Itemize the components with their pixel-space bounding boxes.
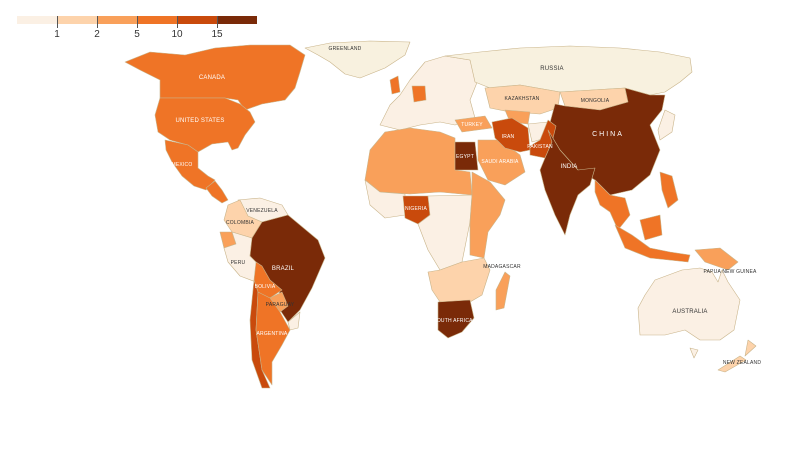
country-india[interactable] bbox=[539, 129, 596, 236]
label-china: CHINA bbox=[592, 131, 624, 138]
legend-tick-label: 10 bbox=[171, 29, 183, 40]
label-brazil: BRAZIL bbox=[272, 266, 295, 272]
legend-swatch bbox=[57, 16, 97, 24]
label-canada: CANADA bbox=[199, 75, 225, 81]
country-japan[interactable] bbox=[657, 109, 676, 141]
country-turkey[interactable] bbox=[454, 115, 493, 133]
label-russia: RUSSIA bbox=[540, 66, 564, 72]
country-central-america[interactable] bbox=[205, 180, 229, 204]
label-mexico: MEXICO bbox=[172, 162, 193, 168]
region-southern-africa[interactable] bbox=[427, 257, 491, 303]
label-egypt: EGYPT bbox=[456, 154, 474, 160]
country-south-africa[interactable] bbox=[437, 299, 475, 339]
country-kazakhstan[interactable] bbox=[484, 84, 561, 115]
country-greenland[interactable] bbox=[304, 40, 411, 79]
legend-tick bbox=[177, 16, 178, 28]
label-venezuela: VENEZUELA bbox=[246, 208, 278, 214]
label-argentina: ARGENTINA bbox=[257, 331, 288, 337]
label-australia: AUSTRALIA bbox=[672, 309, 707, 315]
label-south-africa: SOUTH AFRICA bbox=[433, 318, 473, 324]
label-new-zealand: NEW ZEALAND bbox=[723, 360, 762, 366]
country-egypt[interactable] bbox=[454, 141, 479, 171]
country-new-zealand[interactable] bbox=[717, 339, 757, 373]
legend-tick-label: 5 bbox=[134, 29, 140, 40]
legend-tick-label: 15 bbox=[211, 29, 223, 40]
label-mongolia: MONGOLIA bbox=[581, 98, 610, 104]
legend-tick bbox=[217, 16, 218, 28]
label-papua-new-guinea: PAPUA NEW GUINEA bbox=[703, 269, 757, 275]
label-colombia: COLOMBIA bbox=[226, 220, 254, 226]
label-pakistan: PAKISTAN bbox=[527, 144, 553, 150]
country-united-states[interactable] bbox=[154, 97, 256, 153]
legend-tick bbox=[57, 16, 58, 28]
country-argentina[interactable] bbox=[255, 291, 291, 386]
country-indonesia[interactable] bbox=[614, 214, 691, 263]
label-kazakhstan: KAZAKHSTAN bbox=[505, 96, 540, 102]
legend-swatch bbox=[137, 16, 177, 24]
country-madagascar[interactable] bbox=[495, 271, 511, 311]
label-india: INDIA bbox=[560, 164, 577, 170]
label-paraguay: PARAGUAY bbox=[266, 302, 295, 308]
label-saudi-arabia: SAUDI ARABIA bbox=[481, 159, 519, 165]
label-nigeria: NIGERIA bbox=[405, 206, 427, 212]
label-madagascar: MADAGASCAR bbox=[483, 264, 521, 270]
country-germany[interactable] bbox=[411, 85, 427, 103]
country-australia[interactable] bbox=[637, 267, 741, 359]
legend-swatch bbox=[97, 16, 137, 24]
label-united-states: UNITED STATES bbox=[175, 118, 224, 124]
legend-tick bbox=[137, 16, 138, 28]
legend-tick bbox=[97, 16, 98, 28]
country-philippines[interactable] bbox=[659, 171, 679, 209]
region-east-africa[interactable] bbox=[469, 171, 506, 259]
legend-swatch bbox=[17, 16, 57, 24]
label-turkey: TURKEY bbox=[461, 122, 483, 128]
label-peru: PERU bbox=[231, 260, 246, 266]
color-legend: 1 2 5 10 15 bbox=[17, 16, 257, 46]
country-papua-new-guinea[interactable] bbox=[694, 247, 739, 271]
label-greenland: GREENLAND bbox=[329, 46, 362, 52]
country-russia[interactable] bbox=[444, 45, 693, 96]
country-pakistan[interactable] bbox=[529, 119, 557, 159]
legend-tick-label: 2 bbox=[94, 29, 100, 40]
country-united-kingdom[interactable] bbox=[389, 75, 401, 95]
country-uruguay[interactable] bbox=[287, 311, 301, 331]
country-iran[interactable] bbox=[491, 117, 531, 153]
label-iran: IRAN bbox=[502, 134, 515, 140]
legend-swatch bbox=[217, 16, 257, 24]
legend-tick-label: 1 bbox=[54, 29, 60, 40]
legend-swatch bbox=[177, 16, 217, 24]
label-bolivia: BOLIVIA bbox=[255, 284, 276, 290]
